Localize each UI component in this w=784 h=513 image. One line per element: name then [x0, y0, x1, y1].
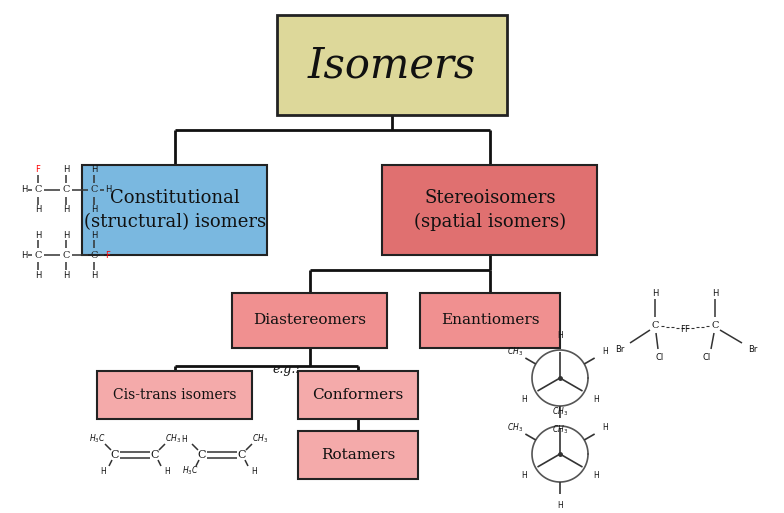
Text: e.g.:: e.g.: [272, 363, 299, 376]
Text: H: H [521, 394, 527, 404]
Text: $CH_3$: $CH_3$ [552, 424, 568, 436]
FancyBboxPatch shape [233, 292, 387, 347]
FancyBboxPatch shape [277, 15, 507, 115]
Text: H: H [63, 166, 69, 174]
Text: H: H [34, 206, 42, 214]
Text: C: C [711, 321, 719, 329]
Text: H: H [21, 250, 27, 260]
Text: H: H [63, 206, 69, 214]
Text: Diastereomers: Diastereomers [253, 313, 366, 327]
Text: H: H [91, 166, 97, 174]
Text: $CH_3$: $CH_3$ [507, 346, 523, 358]
Text: Cl: Cl [703, 352, 711, 362]
Text: Br: Br [615, 345, 625, 354]
Text: H: H [63, 270, 69, 280]
Text: H: H [34, 270, 42, 280]
Text: Cl: Cl [656, 352, 664, 362]
Text: F: F [106, 250, 111, 260]
Text: Rotamers: Rotamers [321, 448, 395, 462]
Text: F: F [681, 326, 685, 334]
Text: Enantiomers: Enantiomers [441, 313, 539, 327]
Text: F: F [684, 326, 689, 334]
Text: H: H [557, 502, 563, 510]
FancyBboxPatch shape [298, 431, 418, 479]
Text: $CH_3$: $CH_3$ [252, 433, 268, 445]
Text: $CH_3$: $CH_3$ [552, 406, 568, 418]
Text: H: H [602, 347, 608, 357]
Text: H: H [105, 186, 111, 194]
Text: C: C [111, 450, 119, 460]
Text: H: H [164, 466, 170, 476]
Text: H: H [91, 270, 97, 280]
Text: C: C [62, 250, 70, 260]
FancyBboxPatch shape [383, 165, 597, 255]
Text: C: C [90, 250, 98, 260]
Text: Cis-trans isomers: Cis-trans isomers [113, 388, 237, 402]
Text: H: H [521, 470, 527, 480]
Text: C: C [151, 450, 159, 460]
Text: C: C [238, 450, 246, 460]
Text: C: C [34, 186, 42, 194]
Text: H: H [652, 288, 659, 298]
Text: Conformers: Conformers [312, 388, 404, 402]
Text: H: H [712, 288, 718, 298]
Text: Isomers: Isomers [308, 44, 476, 86]
FancyBboxPatch shape [97, 371, 252, 419]
Text: C: C [62, 186, 70, 194]
Text: F: F [35, 166, 41, 174]
Text: H: H [251, 466, 257, 476]
Text: H: H [34, 230, 42, 240]
Text: H: H [602, 424, 608, 432]
Text: C: C [90, 186, 98, 194]
Text: H: H [100, 466, 106, 476]
Text: C: C [198, 450, 206, 460]
Text: C: C [652, 321, 659, 329]
Text: H: H [21, 186, 27, 194]
Text: H: H [557, 331, 563, 341]
Text: Constitutional
(structural) isomers: Constitutional (structural) isomers [84, 189, 266, 231]
Text: $H_3C$: $H_3C$ [89, 433, 105, 445]
Text: Br: Br [748, 345, 757, 354]
Text: Stereoisomers
(spatial isomers): Stereoisomers (spatial isomers) [414, 189, 566, 231]
FancyBboxPatch shape [298, 371, 418, 419]
Text: H: H [593, 394, 599, 404]
Text: $CH_3$: $CH_3$ [165, 433, 181, 445]
Text: H: H [593, 470, 599, 480]
Text: H: H [91, 206, 97, 214]
Text: $CH_3$: $CH_3$ [507, 422, 523, 434]
Text: H: H [91, 230, 97, 240]
Text: C: C [34, 250, 42, 260]
FancyBboxPatch shape [420, 292, 560, 347]
FancyBboxPatch shape [82, 165, 267, 255]
Text: $H_3C$: $H_3C$ [182, 465, 198, 477]
Text: H: H [181, 435, 187, 444]
Text: H: H [63, 230, 69, 240]
